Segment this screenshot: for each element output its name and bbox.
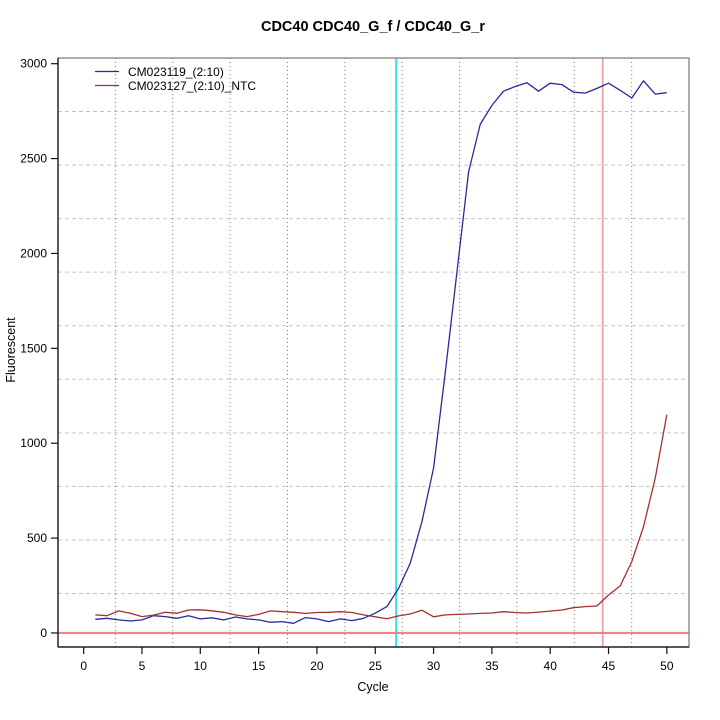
x-tick-label: 50	[660, 659, 674, 673]
x-tick-label: 35	[485, 659, 499, 673]
plot-frame	[57, 57, 690, 648]
x-tick-label: 20	[310, 659, 324, 673]
series-curves	[95, 80, 668, 624]
threshold-lines	[58, 58, 689, 647]
y-tick-label: 500	[27, 531, 47, 545]
x-tick-label: 40	[544, 659, 558, 673]
x-tick-label: 25	[369, 659, 383, 673]
y-tick-label: 2000	[20, 246, 47, 260]
axis-ticks-and-labels: 0 5 10 15 20 25 30 35 40 45 5005001000150020002500…	[20, 57, 674, 673]
x-tick-label: 30	[427, 659, 441, 673]
y-tick-label: 0	[40, 626, 47, 640]
x-tick-label: 5	[139, 659, 146, 673]
x-tick-label: 15	[252, 659, 266, 673]
x-tick-label: 0	[80, 659, 87, 673]
y-axis-label: Fluorescent	[4, 317, 18, 383]
legend-label-ntc: CM023127_(2:10)_NTC	[128, 79, 256, 93]
chart-title: CDC40 CDC40_G_f / CDC40_G_r	[261, 19, 485, 35]
series-curve-1	[95, 414, 668, 620]
legend-label-sample: CM023119_(2:10)	[128, 65, 224, 79]
y-tick-label: 2500	[20, 152, 47, 166]
x-tick-label: 45	[602, 659, 616, 673]
y-tick-label: 1500	[20, 341, 47, 355]
x-tick-label: 10	[194, 659, 208, 673]
grid-lines	[58, 58, 689, 647]
x-axis-label: Cycle	[357, 680, 388, 694]
plot-box	[57, 57, 690, 648]
series-curve-0	[95, 80, 667, 624]
y-tick-label: 3000	[20, 57, 47, 71]
y-tick-label: 1000	[20, 436, 47, 450]
legend: CM023119_(2:10) CM023127_(2:10)_NTC	[95, 65, 256, 93]
